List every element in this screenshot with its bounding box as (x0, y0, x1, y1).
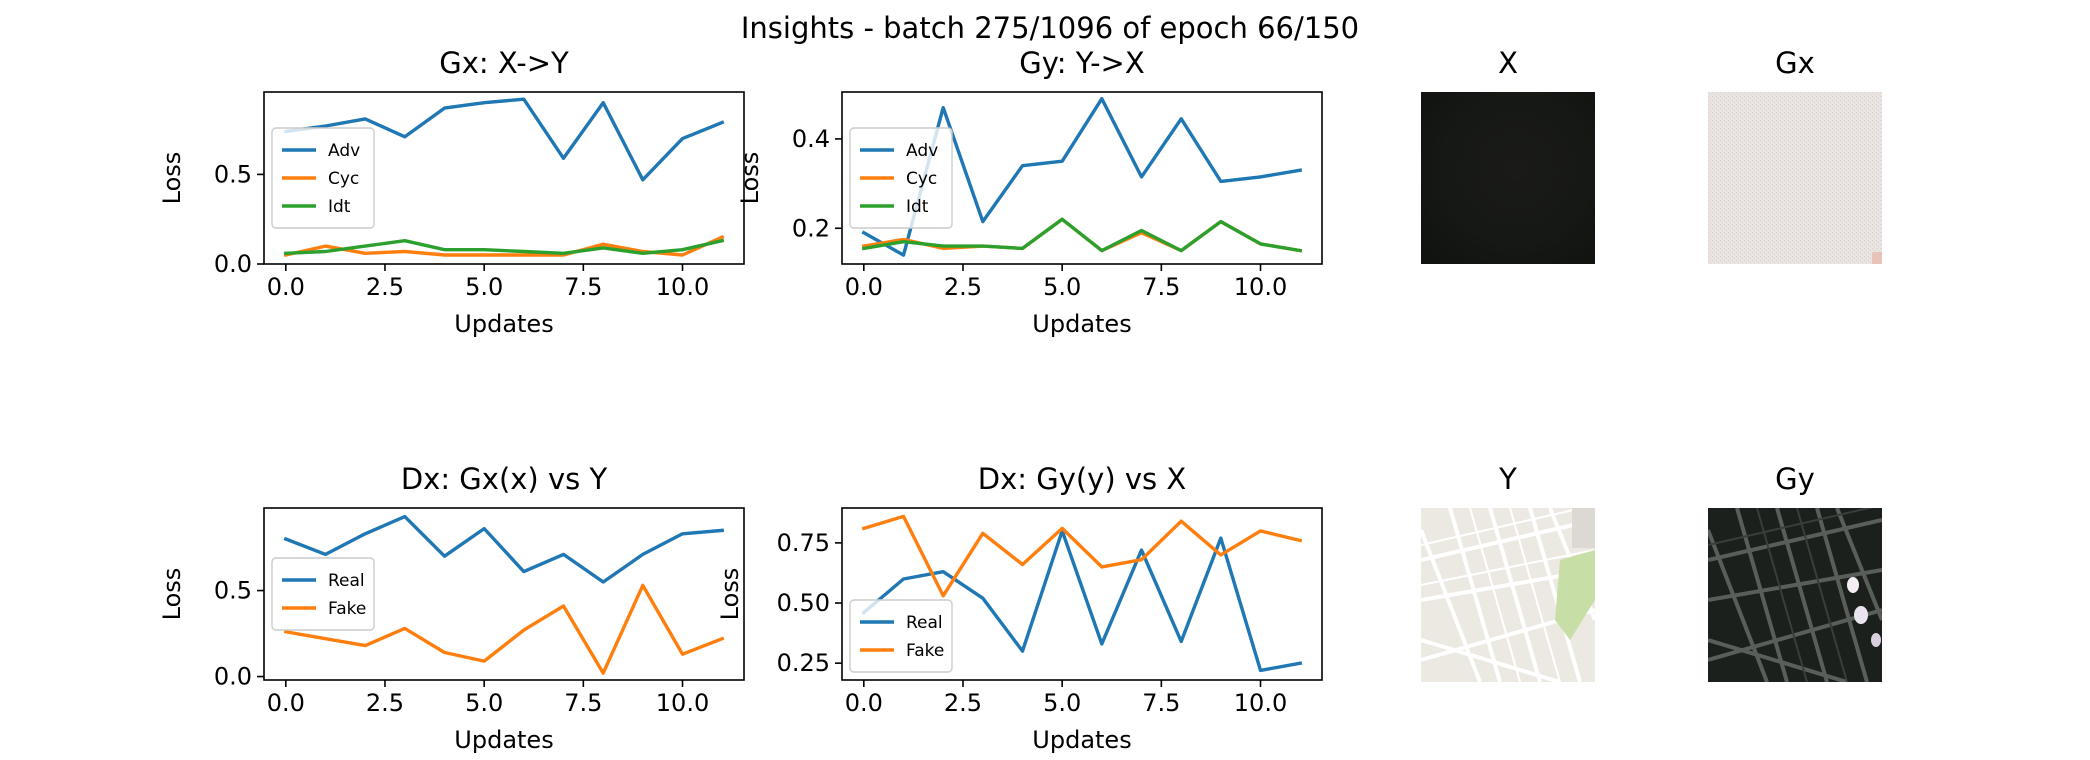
image-x (1421, 92, 1595, 264)
x-tick-label: 0.0 (845, 689, 883, 717)
y-tick-label: 0.50 (777, 589, 830, 617)
y-tick-label: 0.25 (777, 649, 830, 677)
legend: Real Fake (849, 599, 953, 673)
x-tick-label: 7.5 (1142, 273, 1180, 301)
x-tick-label: 5.0 (465, 689, 503, 717)
y-axis-label: Loss (716, 568, 744, 621)
figure-suptitle: Insights - batch 275/1096 of epoch 66/15… (741, 11, 1359, 45)
y-axis-label: Loss (736, 152, 764, 205)
chart-title: Dx: Gx(x) vs Y (401, 462, 608, 496)
x-tick-label: 10.0 (1234, 273, 1287, 301)
x-axis-label: Updates (454, 726, 553, 754)
y-axis-label: Loss (158, 568, 186, 621)
x-tick-label: 7.5 (1142, 689, 1180, 717)
axes-frame (263, 507, 745, 681)
y-tick-label: 0.0 (214, 663, 252, 691)
image-gx (1708, 92, 1882, 264)
image-title-y: Y (1498, 462, 1517, 496)
x-tick-label: 5.0 (465, 273, 503, 301)
image-gy (1708, 508, 1882, 682)
legend-label-fake: Fake (906, 641, 944, 661)
image-title-x: X (1498, 46, 1518, 80)
chart-title: Gx: X->Y (439, 46, 569, 80)
chart-title: Gy: Y->X (1019, 46, 1144, 80)
x-tick-label: 2.5 (366, 689, 404, 717)
x-tick-label: 2.5 (366, 273, 404, 301)
image-gx-corner-tint (1872, 252, 1882, 264)
series-line-idt (861, 217, 1303, 253)
y-tick-label: 0.75 (777, 529, 830, 557)
chart-title: Dx: Gy(y) vs X (978, 462, 1186, 496)
image-panel-x: X (1421, 46, 1595, 264)
legend-box (849, 599, 953, 673)
y-tick-label: 0.2 (792, 214, 830, 242)
chart-1: Gx: X->Y 0.0 2.5 5.0 7.5 10.0 0.0 0.5 Updates Los… (158, 46, 745, 338)
x-tick-label: 0.0 (267, 689, 305, 717)
image-title-gx: Gx (1775, 46, 1815, 80)
x-tick-label: 7.5 (564, 689, 602, 717)
legend: Adv Cyc Idt (271, 127, 375, 229)
series-line-real (283, 514, 725, 584)
series-line-fake (283, 583, 725, 675)
x-axis-label: Updates (1032, 310, 1131, 338)
x-axis-label: Updates (454, 310, 553, 338)
image-panel-y: Y (1421, 462, 1595, 682)
chart-2: Gy: Y->X 0.0 2.5 5.0 7.5 10.0 0.2 0.4 Updates Los… (736, 46, 1323, 338)
x-tick-label: 10.0 (656, 273, 709, 301)
series-line-idt (284, 238, 725, 256)
x-tick-label: 10.0 (656, 689, 709, 717)
x-tick-label: 2.5 (944, 273, 982, 301)
x-axis-label: Updates (1032, 726, 1131, 754)
image-panel-gx: Gx (1708, 46, 1882, 264)
x-tick-label: 7.5 (564, 273, 602, 301)
legend: Real Fake (271, 557, 375, 631)
legend-label-real: Real (328, 571, 365, 591)
legend-box (849, 127, 953, 229)
y-tick-label: 0.5 (214, 577, 252, 605)
charts-layer: Gx: X->Y 0.0 2.5 5.0 7.5 10.0 0.0 0.5 Updates Los… (158, 46, 1323, 754)
y-tick-label: 0.4 (792, 125, 830, 153)
legend-label-cyc: Cyc (328, 169, 359, 189)
axes-frame (841, 507, 1323, 681)
x-tick-label: 0.0 (845, 273, 883, 301)
legend-label-idt: Idt (328, 197, 351, 217)
legend-label-cyc: Cyc (906, 169, 937, 189)
axes-frame (841, 91, 1323, 265)
legend: Adv Cyc Idt (849, 127, 953, 229)
legend-label-adv: Adv (328, 141, 360, 161)
series-line-fake (861, 514, 1303, 598)
y-axis-label: Loss (158, 152, 186, 205)
image-y (1421, 508, 1595, 682)
legend-label-fake: Fake (328, 599, 366, 619)
axes-frame (263, 91, 745, 265)
y-tick-label: 0.5 (214, 160, 252, 188)
chart-3: Dx: Gx(x) vs Y 0.0 2.5 5.0 7.5 10.0 0.0 0.5 Upda… (158, 462, 745, 754)
x-tick-label: 2.5 (944, 689, 982, 717)
y-tick-label: 0.0 (214, 250, 252, 278)
legend-box (271, 127, 375, 229)
legend-box (271, 557, 375, 631)
x-tick-label: 5.0 (1043, 273, 1081, 301)
x-tick-label: 5.0 (1043, 689, 1081, 717)
image-title-gy: Gy (1775, 462, 1815, 496)
x-tick-label: 10.0 (1234, 689, 1287, 717)
series-line-adv (283, 97, 725, 182)
x-tick-label: 0.0 (267, 273, 305, 301)
chart-4: Dx: Gy(y) vs X 0.0 2.5 5.0 7.5 10.0 0.25 0.50 0.… (716, 462, 1323, 754)
legend-label-idt: Idt (906, 197, 929, 217)
legend-label-real: Real (906, 613, 943, 633)
legend-label-adv: Adv (906, 141, 938, 161)
image-panel-gy: Gy (1708, 462, 1882, 682)
series-line-real (861, 529, 1303, 673)
